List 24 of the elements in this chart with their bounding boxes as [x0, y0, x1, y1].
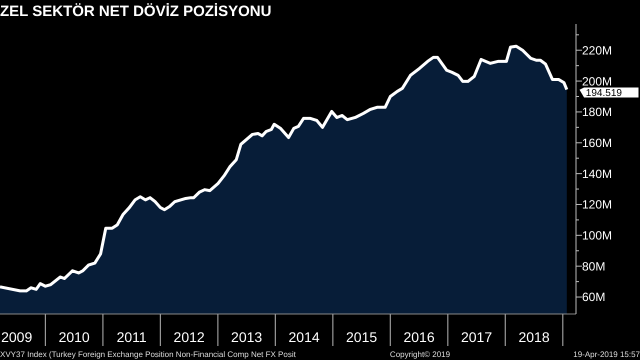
x-tick-label: 2014	[288, 329, 320, 345]
chart-title: ZEL SEKTÖR NET DÖVİZ POZİSYONU	[0, 3, 272, 20]
x-tick-label: 2013	[231, 329, 262, 345]
x-tick-label: 2010	[58, 329, 90, 345]
x-tick-label: 2017	[460, 329, 492, 345]
y-tick-label: 100M	[582, 228, 612, 243]
text: XVY37 Index (Turkey Foreign Exchange Position Non-Financial Comp Net FX Posit	[0, 350, 297, 359]
x-tick-label: 2015	[346, 329, 378, 345]
y-tick-label: 140M	[582, 166, 612, 181]
x-tick-label: 2011	[116, 329, 147, 345]
x-tick-label: 2009	[1, 329, 32, 345]
x-tick-label: 2018	[518, 329, 550, 345]
text: Copyright© 2019	[390, 350, 451, 359]
x-tick-label: 2016	[403, 329, 435, 345]
y-tick-label: 220M	[582, 43, 612, 58]
y-tick-label: 120M	[582, 198, 612, 212]
y-tick-label: 200M	[582, 74, 612, 88]
y-tick-label: 160M	[582, 136, 612, 150]
y-tick-label: 80M	[582, 259, 606, 274]
y-tick-label: 180M	[582, 105, 612, 120]
y-tick-label: 60M	[582, 290, 606, 304]
text: 19-Apr-2019 15:57	[573, 350, 640, 359]
annotation: 194.519	[586, 88, 622, 100]
x-tick-label: 2012	[174, 329, 205, 345]
